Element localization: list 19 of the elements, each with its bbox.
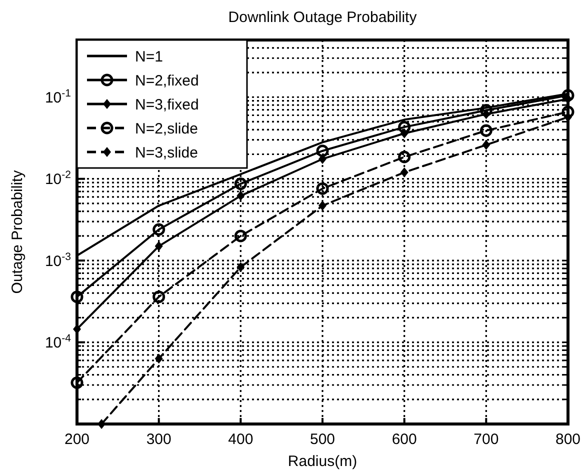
y-tick-label: 10$^{-4}$ bbox=[44, 332, 72, 352]
legend-label: N=1 bbox=[135, 48, 163, 66]
x-tick-label: 500 bbox=[310, 431, 336, 448]
y-tick-label: 10$^{-2}$ bbox=[44, 169, 72, 188]
legend-label: N=2,slide bbox=[135, 120, 198, 138]
x-tick-label: 400 bbox=[228, 431, 254, 448]
x-tick-label: 800 bbox=[555, 431, 581, 448]
legend-label: N=2,fixed bbox=[135, 72, 199, 90]
y-axis-title: Outage Probability bbox=[9, 170, 26, 294]
chart-title: Downlink Outage Probability bbox=[228, 9, 418, 26]
x-tick-label: 600 bbox=[392, 431, 417, 448]
legend-label: N=3,slide bbox=[135, 144, 198, 162]
x-tick-label: 200 bbox=[64, 431, 90, 448]
y-tick-label: 10$^{-1}$ bbox=[44, 87, 72, 106]
x-tick-label: 700 bbox=[474, 431, 499, 448]
y-tick-label: 10$^{-3}$ bbox=[44, 250, 72, 270]
x-axis-title: Radius(m) bbox=[288, 453, 358, 470]
legend-label: N=3,fixed bbox=[135, 96, 199, 114]
x-tick-label: 300 bbox=[146, 431, 172, 448]
